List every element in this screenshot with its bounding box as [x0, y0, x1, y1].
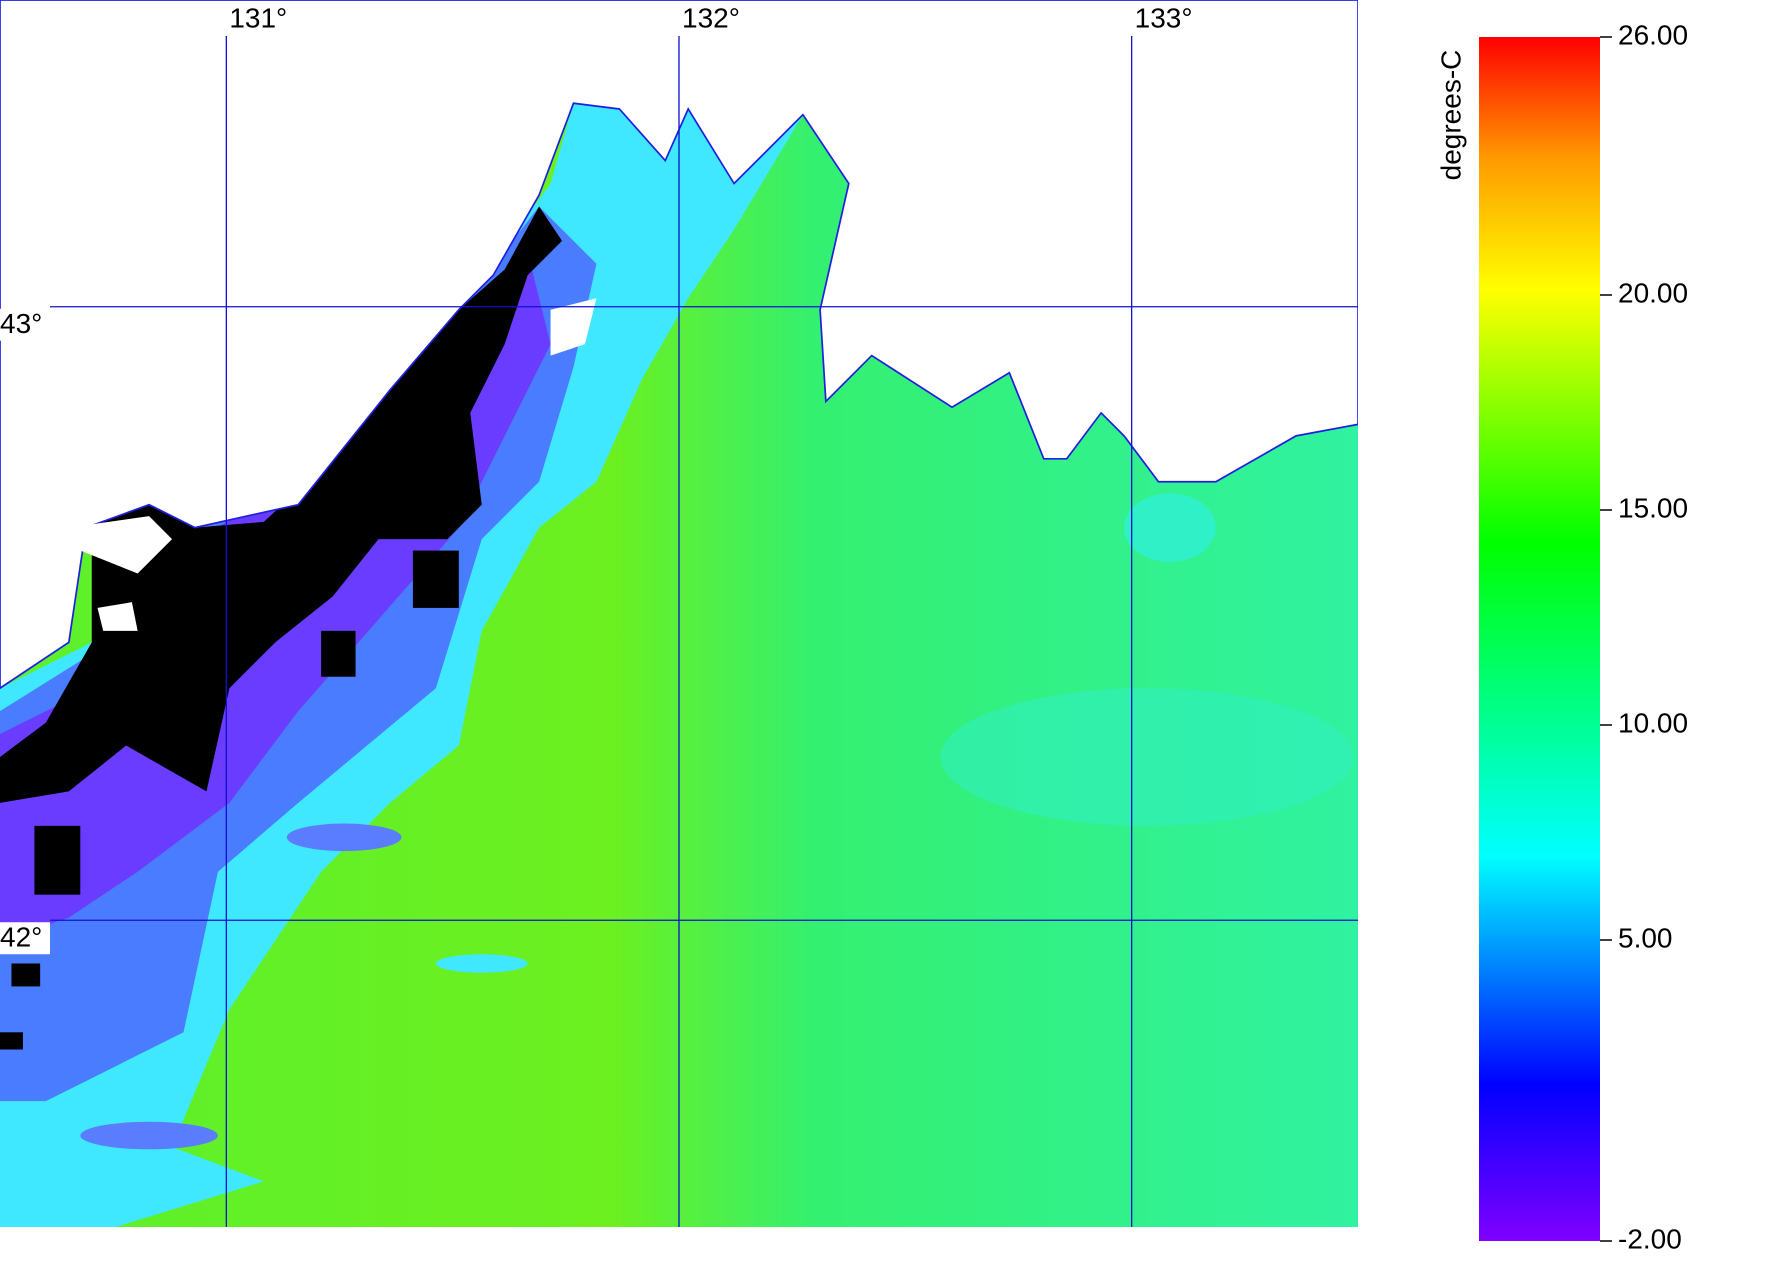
graticule: 131° 132° 133° 43° 42° — [0, 2, 1358, 1227]
sst-field — [0, 0, 1358, 1227]
longitude-label: 132° — [682, 2, 740, 33]
latitude-label: 42° — [0, 922, 42, 953]
colorbar-tick-label: 20.00 — [1618, 277, 1688, 308]
latitude-label-bg — [0, 308, 50, 341]
colorbar-title: degrees-C — [1435, 50, 1466, 181]
colorbar-tick-label: 15.00 — [1618, 492, 1688, 523]
colorbar-tick-label: 10.00 — [1618, 707, 1688, 738]
colorbar-tick-label: 5.00 — [1618, 922, 1673, 953]
colorbar-tick-label: 26.00 — [1618, 19, 1688, 50]
latitude-label-bg — [0, 922, 50, 955]
longitude-label: 133° — [1135, 2, 1193, 33]
latitude-label: 43° — [0, 308, 42, 339]
longitude-label: 131° — [229, 2, 287, 33]
colorbar: degrees-C 26.00 20.00 15.00 10.00 5.00 -2.00 — [1435, 19, 1688, 1254]
colorbar-tick-label: -2.00 — [1618, 1223, 1682, 1254]
colorbar-ramp — [1479, 37, 1600, 1241]
